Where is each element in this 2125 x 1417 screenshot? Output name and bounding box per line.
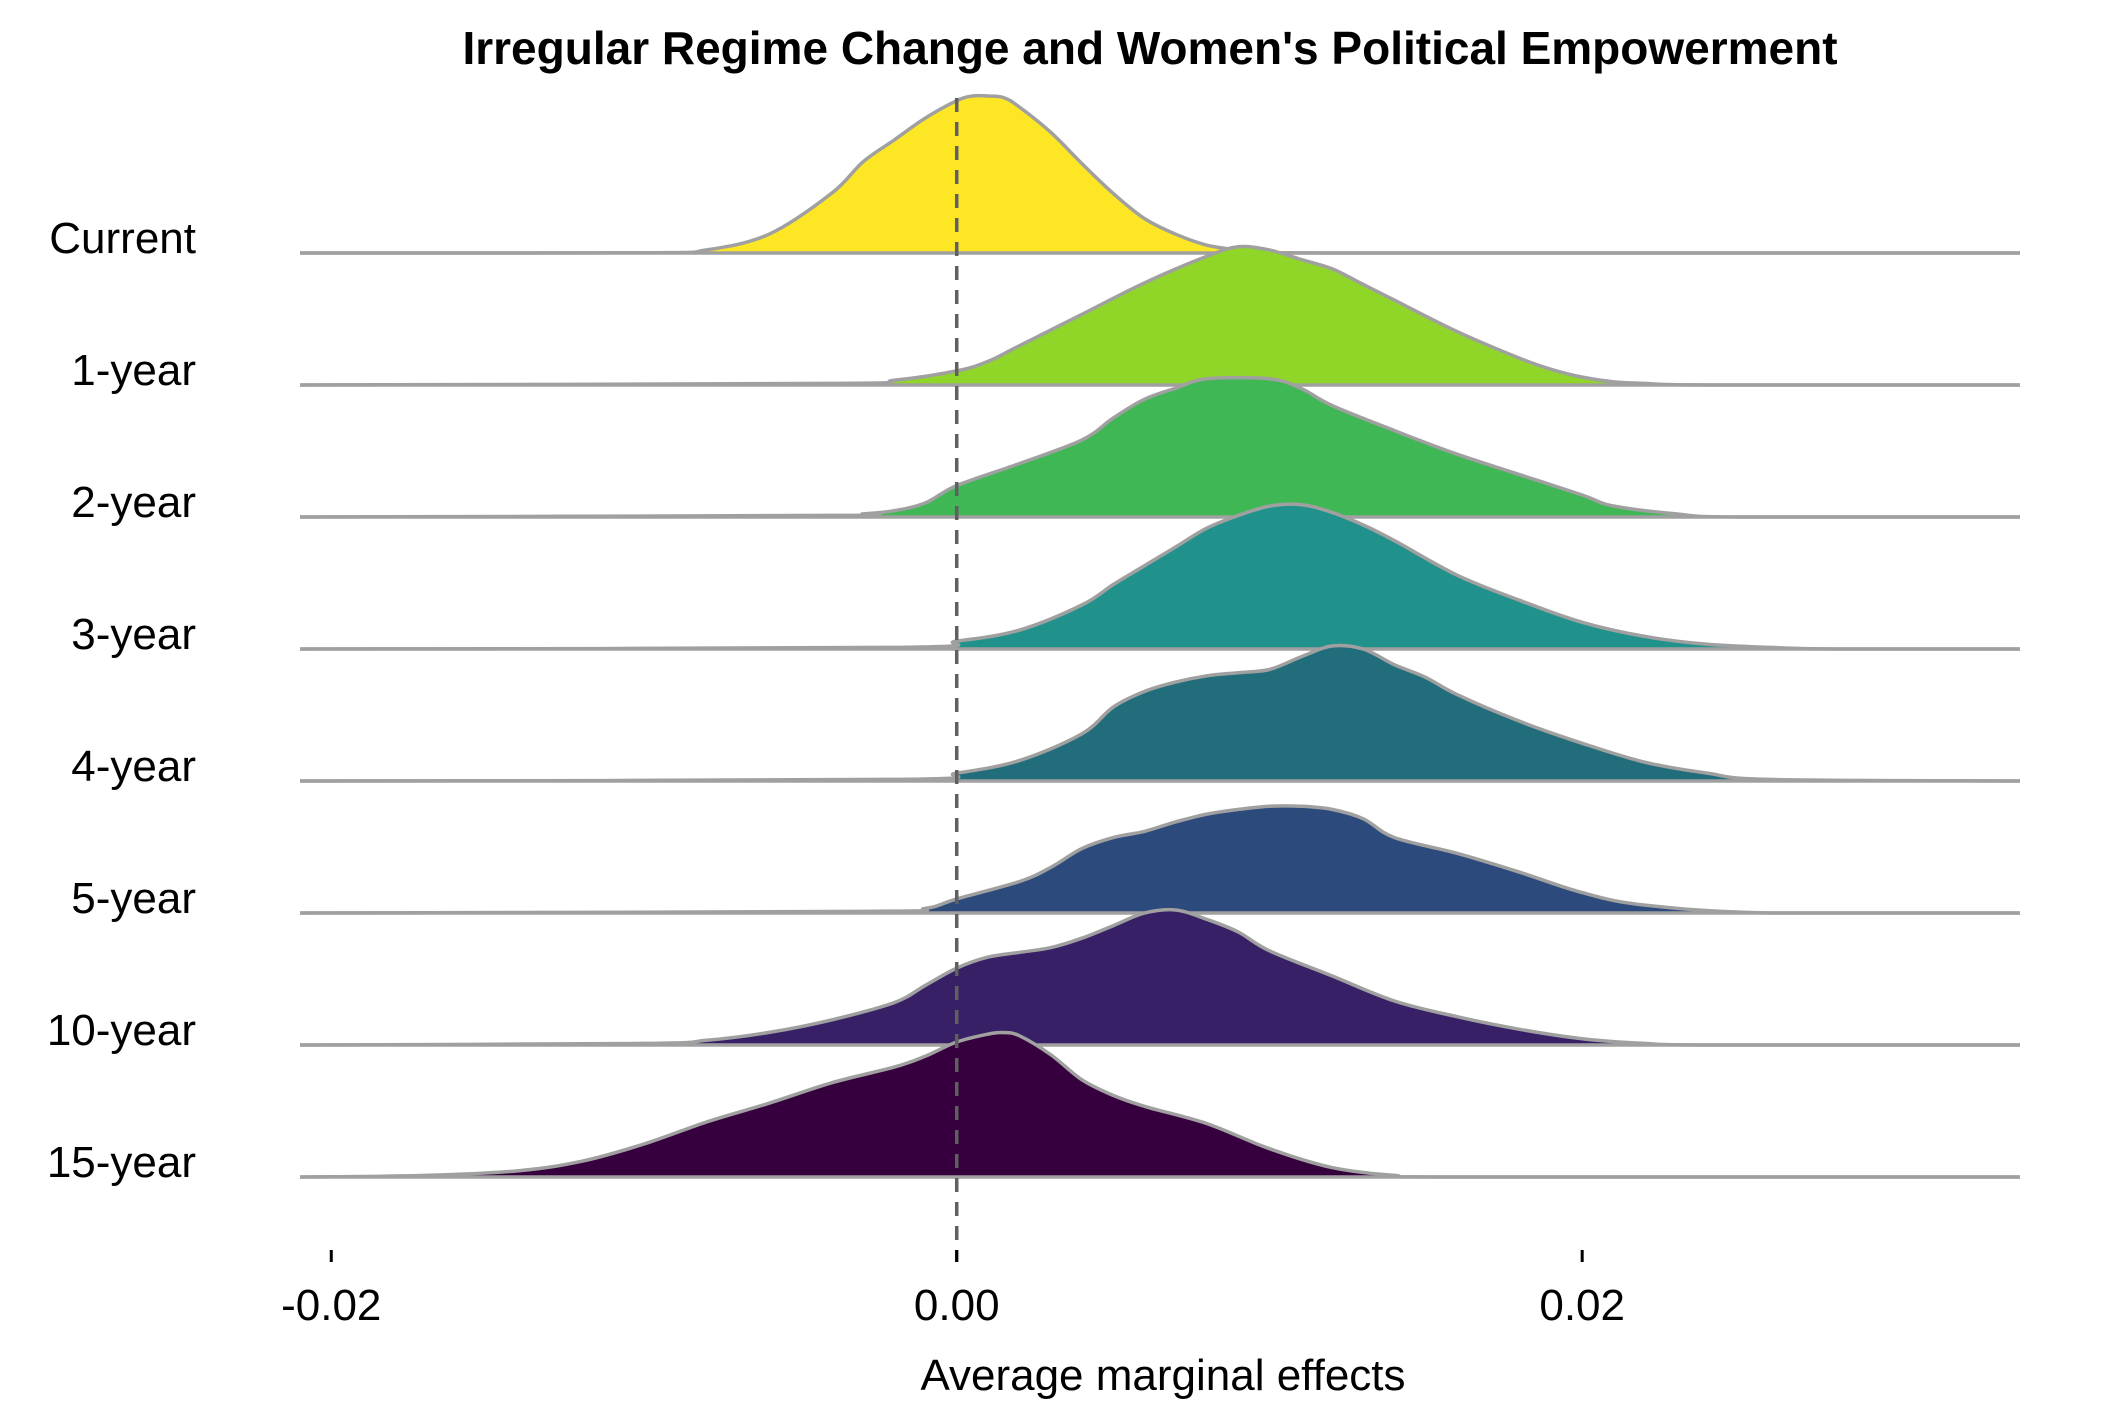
- ridge-area-4-year: [300, 645, 2020, 781]
- chart-title: Irregular Regime Change and Women's Poli…: [462, 22, 1837, 74]
- ridge-outline-3-year: [299, 502, 2020, 651]
- ridge-outline-10-year: [299, 907, 2020, 1047]
- ridge-10-year: [299, 907, 2020, 1047]
- x-tick-label: 0.00: [914, 1281, 1000, 1330]
- y-label-3-year: 3-year: [71, 610, 196, 659]
- y-label-1-year: 1-year: [71, 346, 196, 395]
- y-label-2-year: 2-year: [71, 478, 196, 527]
- ridge-area-2-year: [300, 377, 2020, 517]
- ridge-area-10-year: [300, 909, 2020, 1045]
- ridge-outline-5-year: [299, 804, 2020, 915]
- ridge-4-year: [299, 643, 2021, 783]
- ridge-15-year: [299, 1030, 2020, 1179]
- ridge-5-year: [299, 804, 2020, 915]
- y-label-10-year: 10-year: [47, 1006, 196, 1055]
- ridge-1-year: [299, 244, 2020, 387]
- x-tick-label: -0.02: [281, 1281, 381, 1330]
- ridge-outline-1-year: [299, 244, 2020, 387]
- ridge-3-year: [299, 502, 2020, 651]
- y-label-4-year: 4-year: [71, 742, 196, 791]
- ridges-group: [299, 93, 2021, 1179]
- ridge-area-15-year: [300, 1032, 2020, 1177]
- y-label-current: Current: [49, 214, 196, 263]
- x-axis-label: Average marginal effects: [920, 1351, 1405, 1400]
- ridge-outline-15-year: [299, 1030, 2020, 1179]
- x-axis: -0.02 0.00 0.02: [281, 1250, 1625, 1330]
- x-tick-label: 0.02: [1539, 1281, 1625, 1330]
- ridge-outline-2-year: [299, 375, 2020, 519]
- y-label-15-year: 15-year: [47, 1138, 196, 1187]
- ridge-current: [299, 93, 2020, 255]
- ridge-area-current: [300, 95, 2020, 254]
- ridge-2-year: [299, 375, 2020, 519]
- ridge-area-3-year: [300, 504, 2020, 649]
- y-axis-labels: Current 1-year 2-year 3-year 4-year 5-year 10-…: [47, 214, 196, 1187]
- ridge-area-5-year: [300, 805, 2020, 913]
- ridge-area-1-year: [300, 246, 2020, 385]
- y-label-5-year: 5-year: [71, 874, 196, 923]
